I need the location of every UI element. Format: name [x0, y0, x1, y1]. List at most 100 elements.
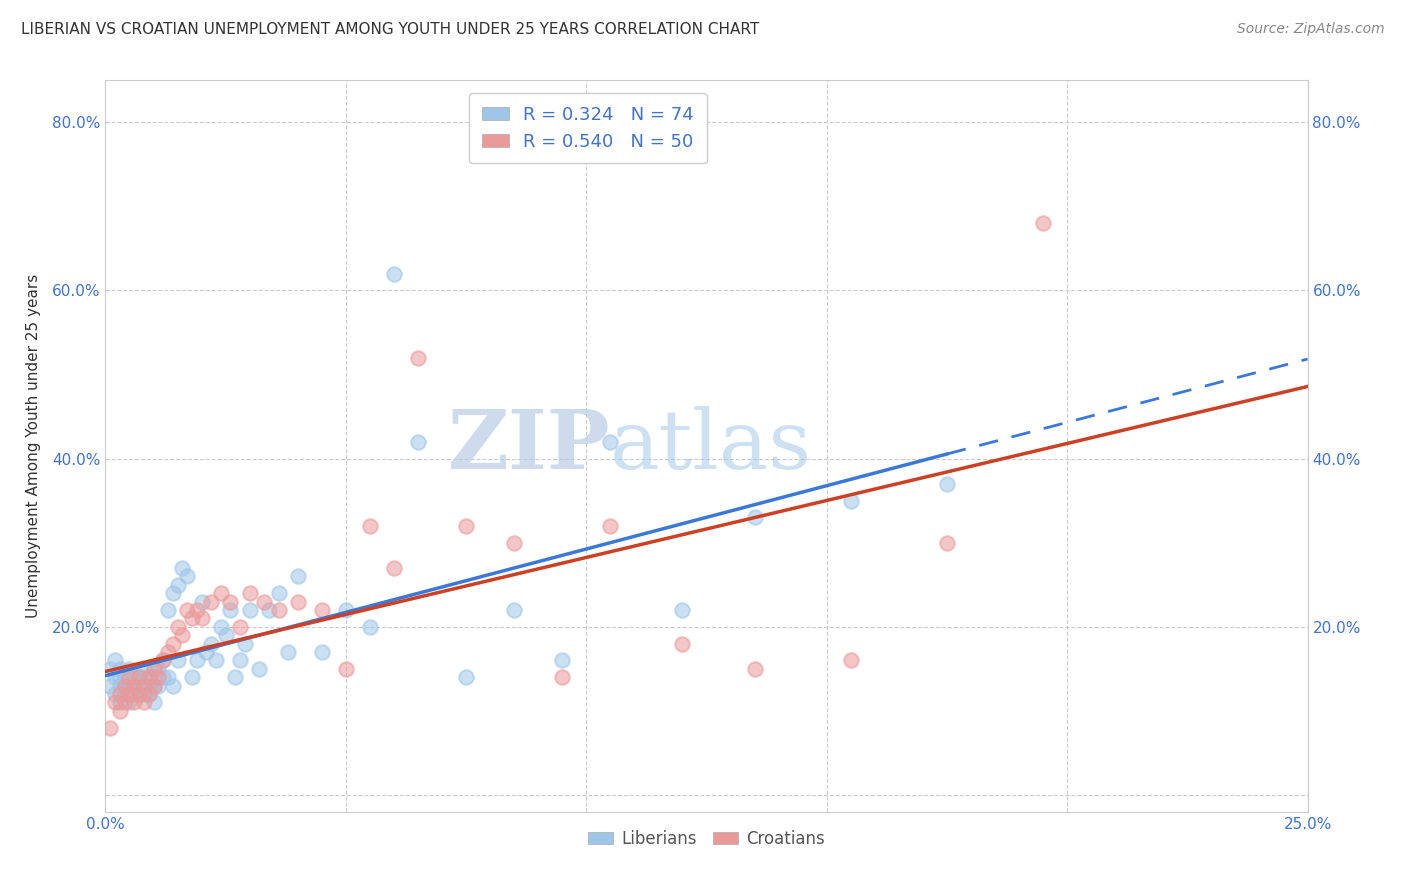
Point	[186, 603, 208, 617]
Point	[247, 662, 270, 676]
Point	[156, 603, 179, 617]
Point	[132, 679, 155, 693]
Legend: Liberians, Croatians: Liberians, Croatians	[581, 823, 832, 855]
Point	[128, 687, 150, 701]
Point	[114, 687, 136, 701]
Point	[104, 687, 127, 701]
Point	[311, 645, 333, 659]
Text: LIBERIAN VS CROATIAN UNEMPLOYMENT AMONG YOUTH UNDER 25 YEARS CORRELATION CHART: LIBERIAN VS CROATIAN UNEMPLOYMENT AMONG …	[21, 22, 759, 37]
Point	[936, 535, 959, 549]
Point	[287, 594, 309, 608]
Point	[104, 695, 127, 709]
Point	[382, 267, 405, 281]
Point	[190, 594, 212, 608]
Point	[118, 695, 141, 709]
Point	[132, 670, 155, 684]
Point	[172, 628, 194, 642]
Point	[132, 687, 155, 701]
Point	[128, 670, 150, 684]
Point	[551, 670, 574, 684]
Point	[335, 603, 357, 617]
Point	[267, 603, 290, 617]
Point	[108, 679, 131, 693]
Point	[128, 687, 150, 701]
Point	[214, 628, 236, 642]
Text: atlas: atlas	[610, 406, 813, 486]
Point	[200, 636, 222, 650]
Point	[209, 586, 232, 600]
Point	[118, 687, 141, 701]
Point	[599, 434, 621, 449]
Point	[148, 670, 170, 684]
Point	[456, 670, 478, 684]
Point	[142, 679, 165, 693]
Point	[267, 586, 290, 600]
Point	[124, 687, 146, 701]
Point	[176, 569, 198, 583]
Point	[152, 670, 174, 684]
Point	[671, 603, 693, 617]
Point	[148, 662, 170, 676]
Point	[124, 679, 146, 693]
Point	[839, 653, 862, 667]
Point	[148, 679, 170, 693]
Point	[152, 653, 174, 667]
Point	[209, 620, 232, 634]
Point	[142, 679, 165, 693]
Point	[138, 679, 160, 693]
Point	[382, 561, 405, 575]
Point	[162, 636, 184, 650]
Y-axis label: Unemployment Among Youth under 25 years: Unemployment Among Youth under 25 years	[25, 274, 41, 618]
Point	[152, 653, 174, 667]
Point	[406, 351, 429, 365]
Point	[503, 535, 526, 549]
Point	[359, 519, 381, 533]
Point	[98, 679, 121, 693]
Point	[551, 653, 574, 667]
Point	[138, 670, 160, 684]
Point	[406, 434, 429, 449]
Point	[118, 679, 141, 693]
Point	[172, 561, 194, 575]
Point	[166, 620, 188, 634]
Point	[176, 603, 198, 617]
Point	[124, 679, 146, 693]
Point	[456, 519, 478, 533]
Point	[224, 670, 246, 684]
Point	[253, 594, 276, 608]
Point	[128, 679, 150, 693]
Point	[98, 721, 121, 735]
Point	[219, 594, 242, 608]
Point	[108, 670, 131, 684]
Point	[162, 586, 184, 600]
Point	[839, 493, 862, 508]
Point	[233, 636, 256, 650]
Point	[1032, 216, 1054, 230]
Point	[186, 653, 208, 667]
Point	[108, 704, 131, 718]
Point	[287, 569, 309, 583]
Text: ZIP: ZIP	[447, 406, 610, 486]
Point	[138, 687, 160, 701]
Point	[744, 662, 766, 676]
Point	[936, 476, 959, 491]
Point	[108, 687, 131, 701]
Point	[114, 679, 136, 693]
Point	[156, 670, 179, 684]
Text: Source: ZipAtlas.com: Source: ZipAtlas.com	[1237, 22, 1385, 37]
Point	[142, 662, 165, 676]
Point	[205, 653, 228, 667]
Point	[229, 653, 252, 667]
Point	[156, 645, 179, 659]
Point	[124, 670, 146, 684]
Point	[118, 687, 141, 701]
Point	[257, 603, 280, 617]
Point	[138, 670, 160, 684]
Point	[181, 611, 204, 625]
Point	[229, 620, 252, 634]
Point	[195, 645, 218, 659]
Point	[599, 519, 621, 533]
Point	[98, 662, 121, 676]
Point	[162, 679, 184, 693]
Point	[138, 687, 160, 701]
